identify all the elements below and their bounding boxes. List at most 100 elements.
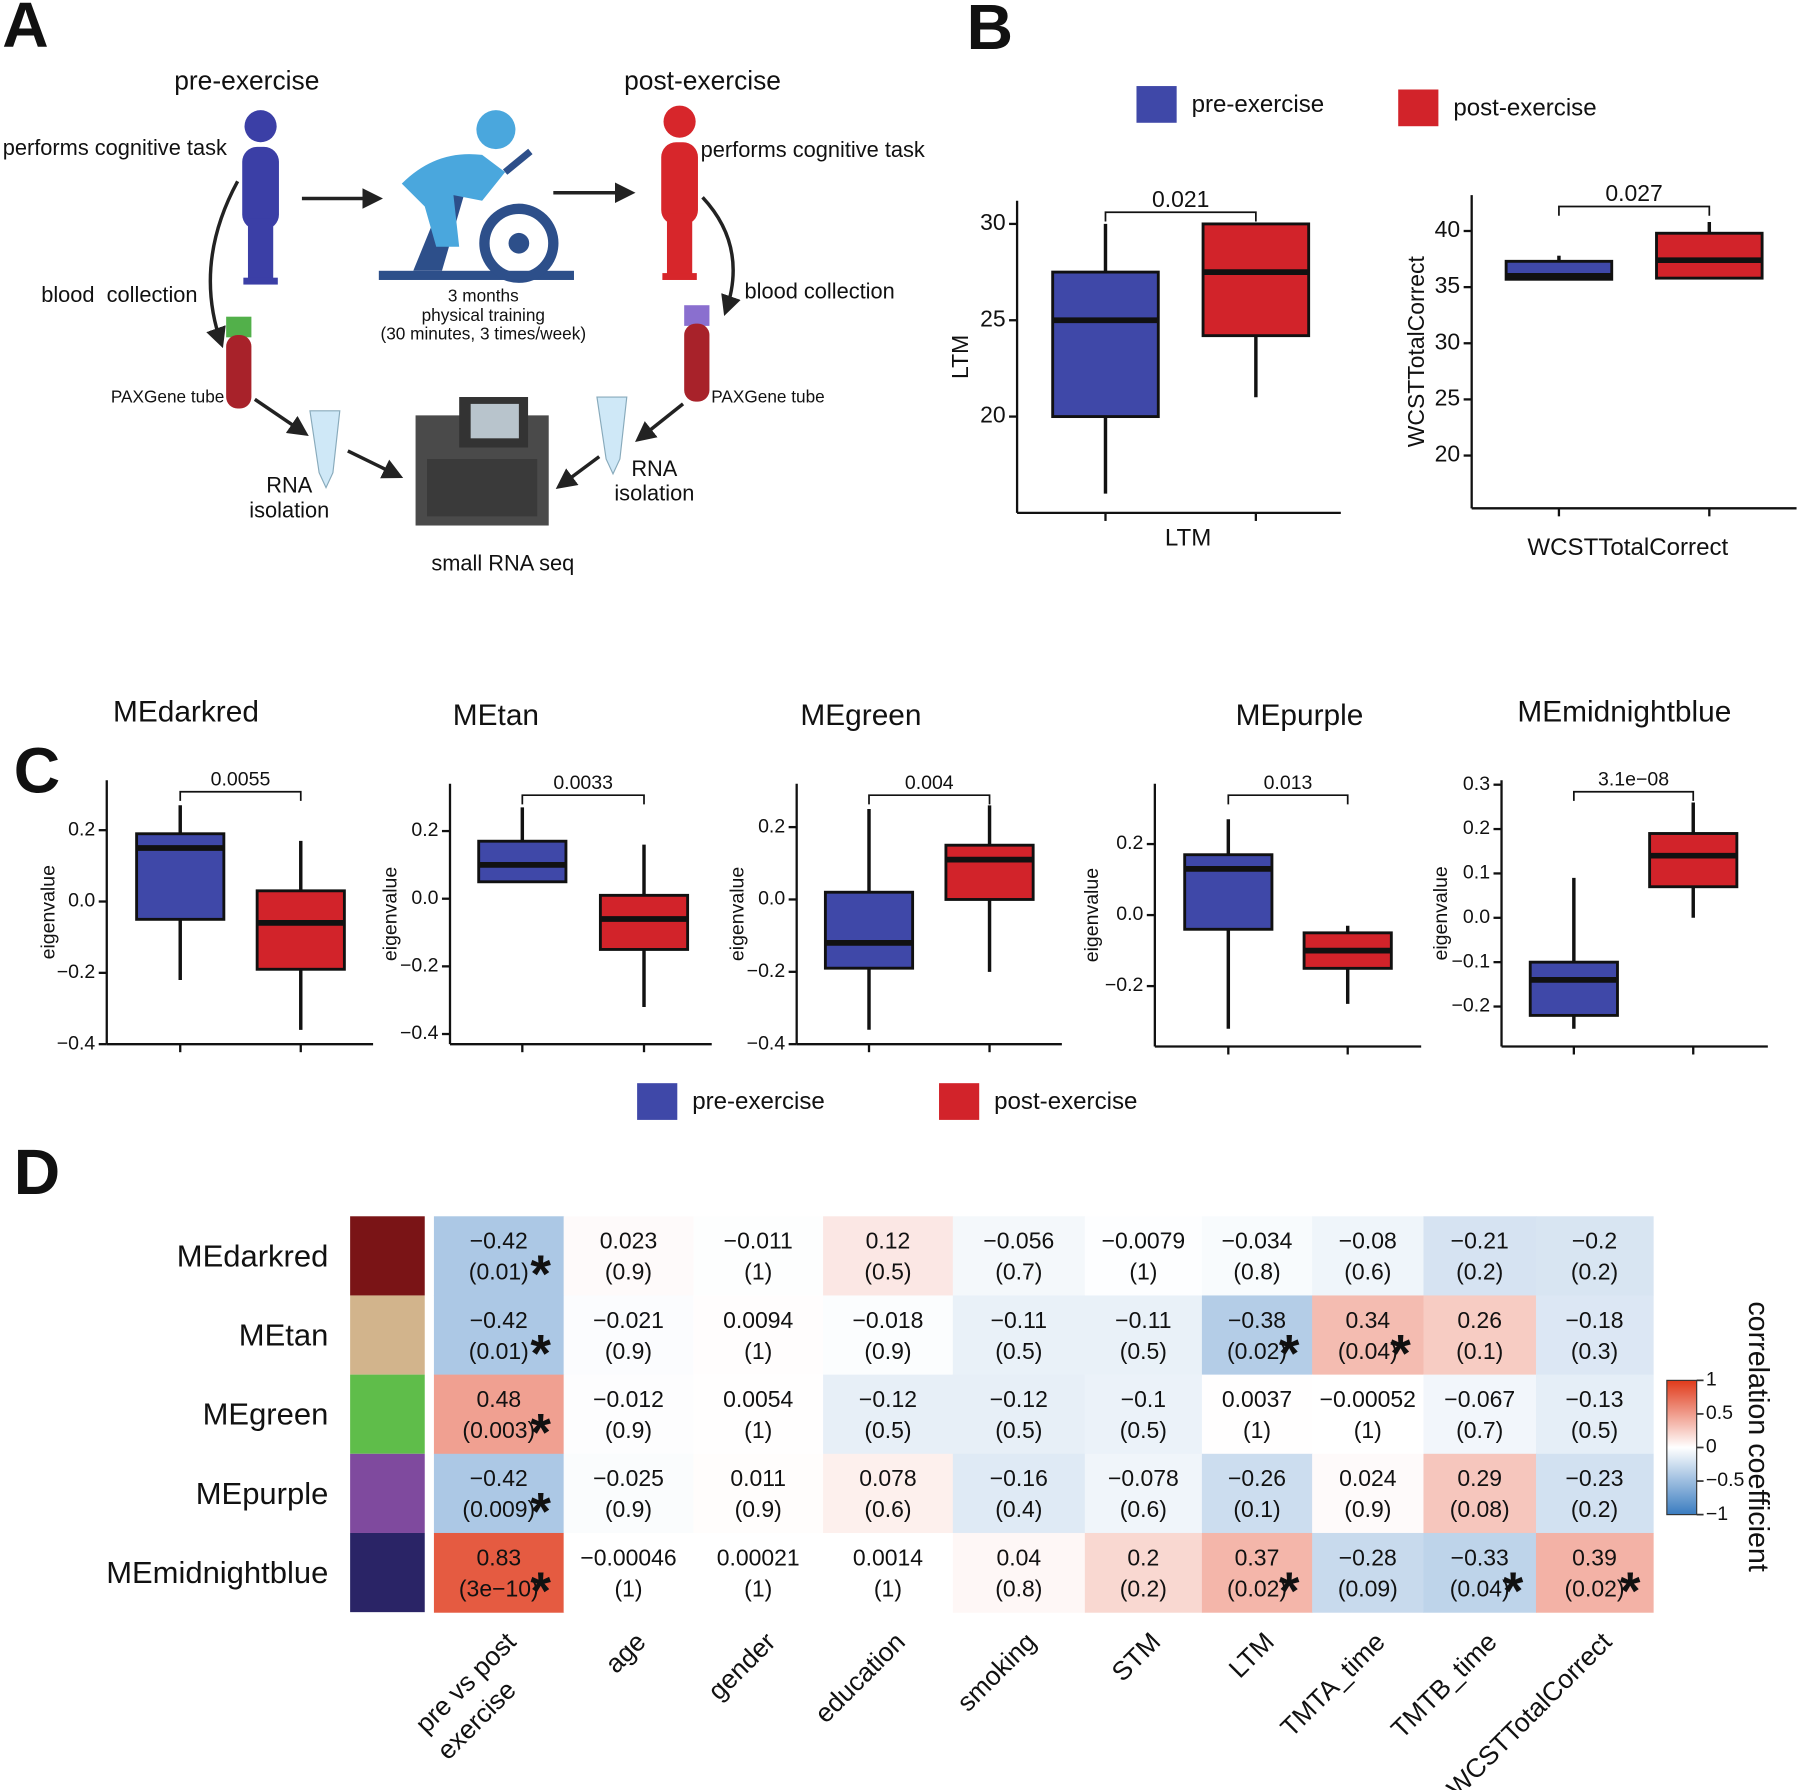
- cell-p-value: (0.8): [1233, 1259, 1280, 1285]
- cell-value: −0.1: [1121, 1386, 1166, 1412]
- row-label: MEdarkred: [177, 1238, 329, 1273]
- cell-p-value: (0.5): [1571, 1417, 1618, 1443]
- x-axis-label: LTM: [1165, 525, 1211, 552]
- cell-p-value: (1): [744, 1575, 772, 1601]
- bracket: [1572, 790, 1695, 801]
- column-label: education: [809, 1626, 911, 1728]
- box: [1201, 222, 1311, 338]
- column-label: LTM: [1223, 1626, 1280, 1683]
- heatmap-cell: [1423, 1532, 1537, 1613]
- y-tick-label: −0.2: [1452, 995, 1491, 1017]
- significance-star: *: [530, 1562, 551, 1621]
- heatmap-cell: [563, 1532, 694, 1613]
- colorbar-tick-label: 0: [1706, 1436, 1717, 1458]
- cell-value: 0.024: [1339, 1465, 1397, 1491]
- cell-value: −0.11: [1115, 1307, 1171, 1333]
- box: [255, 889, 346, 971]
- column-label: age: [599, 1626, 651, 1678]
- y-tick-label: 0.0: [1463, 906, 1490, 928]
- cell-value: −0.42: [470, 1307, 528, 1333]
- y-tick-label: 0.2: [758, 815, 785, 837]
- heatmap-cell: [433, 1295, 565, 1376]
- heatmap-cell: [1312, 1374, 1425, 1455]
- cell-p-value: (0.6): [864, 1496, 911, 1522]
- tube-icon: [596, 396, 628, 476]
- x-axis-label: WCSTTotalCorrect: [1527, 534, 1728, 561]
- cell-p-value: (0.5): [864, 1417, 911, 1443]
- heatmap-cell: [1201, 1216, 1313, 1297]
- cell-value: −0.0079: [1102, 1228, 1186, 1254]
- annotation: 0.004: [905, 772, 954, 794]
- significance-star: *: [530, 1324, 551, 1383]
- heatmap-cell: [563, 1453, 694, 1534]
- label: pre-exercise: [174, 66, 319, 96]
- y-tick-label: 30: [980, 209, 1006, 235]
- colorbar-tick-label: −1: [1706, 1503, 1728, 1525]
- y-tick-label: −0.2: [747, 960, 786, 982]
- box: [477, 839, 568, 884]
- cell-p-value: (0.9): [864, 1338, 911, 1364]
- column-label: TMTB_time: [1385, 1626, 1503, 1744]
- bracket: [521, 794, 645, 805]
- bracket: [1227, 794, 1349, 805]
- legend-swatch: [1398, 89, 1439, 127]
- y-axis-label: eigenvalue: [726, 867, 748, 961]
- cell-value: −0.23: [1565, 1465, 1623, 1491]
- significance-star: *: [1620, 1562, 1641, 1621]
- cell-p-value: (0.1): [1233, 1496, 1280, 1522]
- cell-value: 0.12: [866, 1228, 911, 1254]
- cell-value: −0.12: [990, 1386, 1048, 1412]
- row-label: MEtan: [239, 1318, 329, 1353]
- cell-value: 0.37: [1235, 1544, 1280, 1570]
- y-tick-label: 0.2: [411, 819, 438, 841]
- panel-label: D: [14, 1136, 60, 1208]
- y-axis-label: eigenvalue: [38, 865, 60, 959]
- cell-p-value: (0.5): [995, 1338, 1042, 1364]
- heatmap-cell: [433, 1532, 565, 1613]
- cell-value: −0.00046: [580, 1544, 676, 1570]
- cell-value: −0.38: [1228, 1307, 1286, 1333]
- person-icon: [661, 105, 698, 280]
- label: PAXGene tube: [111, 387, 225, 407]
- cell-p-value: (1): [744, 1338, 772, 1364]
- person-icon: [242, 110, 279, 285]
- row-color: [350, 1216, 425, 1296]
- box: [1655, 231, 1764, 280]
- cell-value: −0.018: [853, 1307, 924, 1333]
- heatmap-cell: [1535, 1532, 1654, 1613]
- heatmap-cell: [693, 1295, 824, 1376]
- cell-value: −0.056: [983, 1228, 1054, 1254]
- y-axis-label: eigenvalue: [1430, 866, 1452, 960]
- cell-value: −0.034: [1222, 1228, 1293, 1254]
- y-tick-label: −0.2: [57, 961, 96, 983]
- cell-p-value: (0.5): [995, 1417, 1042, 1443]
- y-tick-label: −0.2: [400, 955, 439, 977]
- y-tick-label: 25: [1435, 384, 1461, 410]
- cell-p-value: (1): [1354, 1417, 1382, 1443]
- heatmap-cell: [823, 1295, 954, 1376]
- cell-value: 0.0094: [723, 1307, 793, 1333]
- box: [1528, 960, 1619, 1017]
- annotation: 0.027: [1605, 180, 1662, 206]
- y-axis-label: LTM: [947, 335, 973, 379]
- cell-p-value: (0.5): [1120, 1338, 1167, 1364]
- sequencer-icon: [415, 397, 549, 526]
- column-label: gender: [702, 1626, 781, 1705]
- heatmap-cell: [1201, 1453, 1313, 1534]
- heatmap-cell: [1312, 1216, 1425, 1297]
- row-label: MEpurple: [196, 1476, 329, 1511]
- bracket: [1104, 211, 1257, 222]
- cell-value: −0.025: [593, 1465, 664, 1491]
- significance-star: *: [530, 1245, 551, 1304]
- cell-value: −0.28: [1339, 1544, 1397, 1570]
- y-tick-label: −0.4: [400, 1022, 439, 1044]
- colorbar-tick-label: 0.5: [1706, 1402, 1733, 1424]
- cell-p-value: (0.7): [995, 1259, 1042, 1285]
- y-axis-label: WCSTTotalCorrect: [1403, 255, 1429, 447]
- cell-p-value: (3e−10): [459, 1575, 539, 1601]
- heatmap-cell: [563, 1295, 694, 1376]
- y-tick-label: 40: [1435, 216, 1461, 242]
- bike-icon: [378, 110, 574, 283]
- y-tick-label: 0.2: [1116, 832, 1143, 854]
